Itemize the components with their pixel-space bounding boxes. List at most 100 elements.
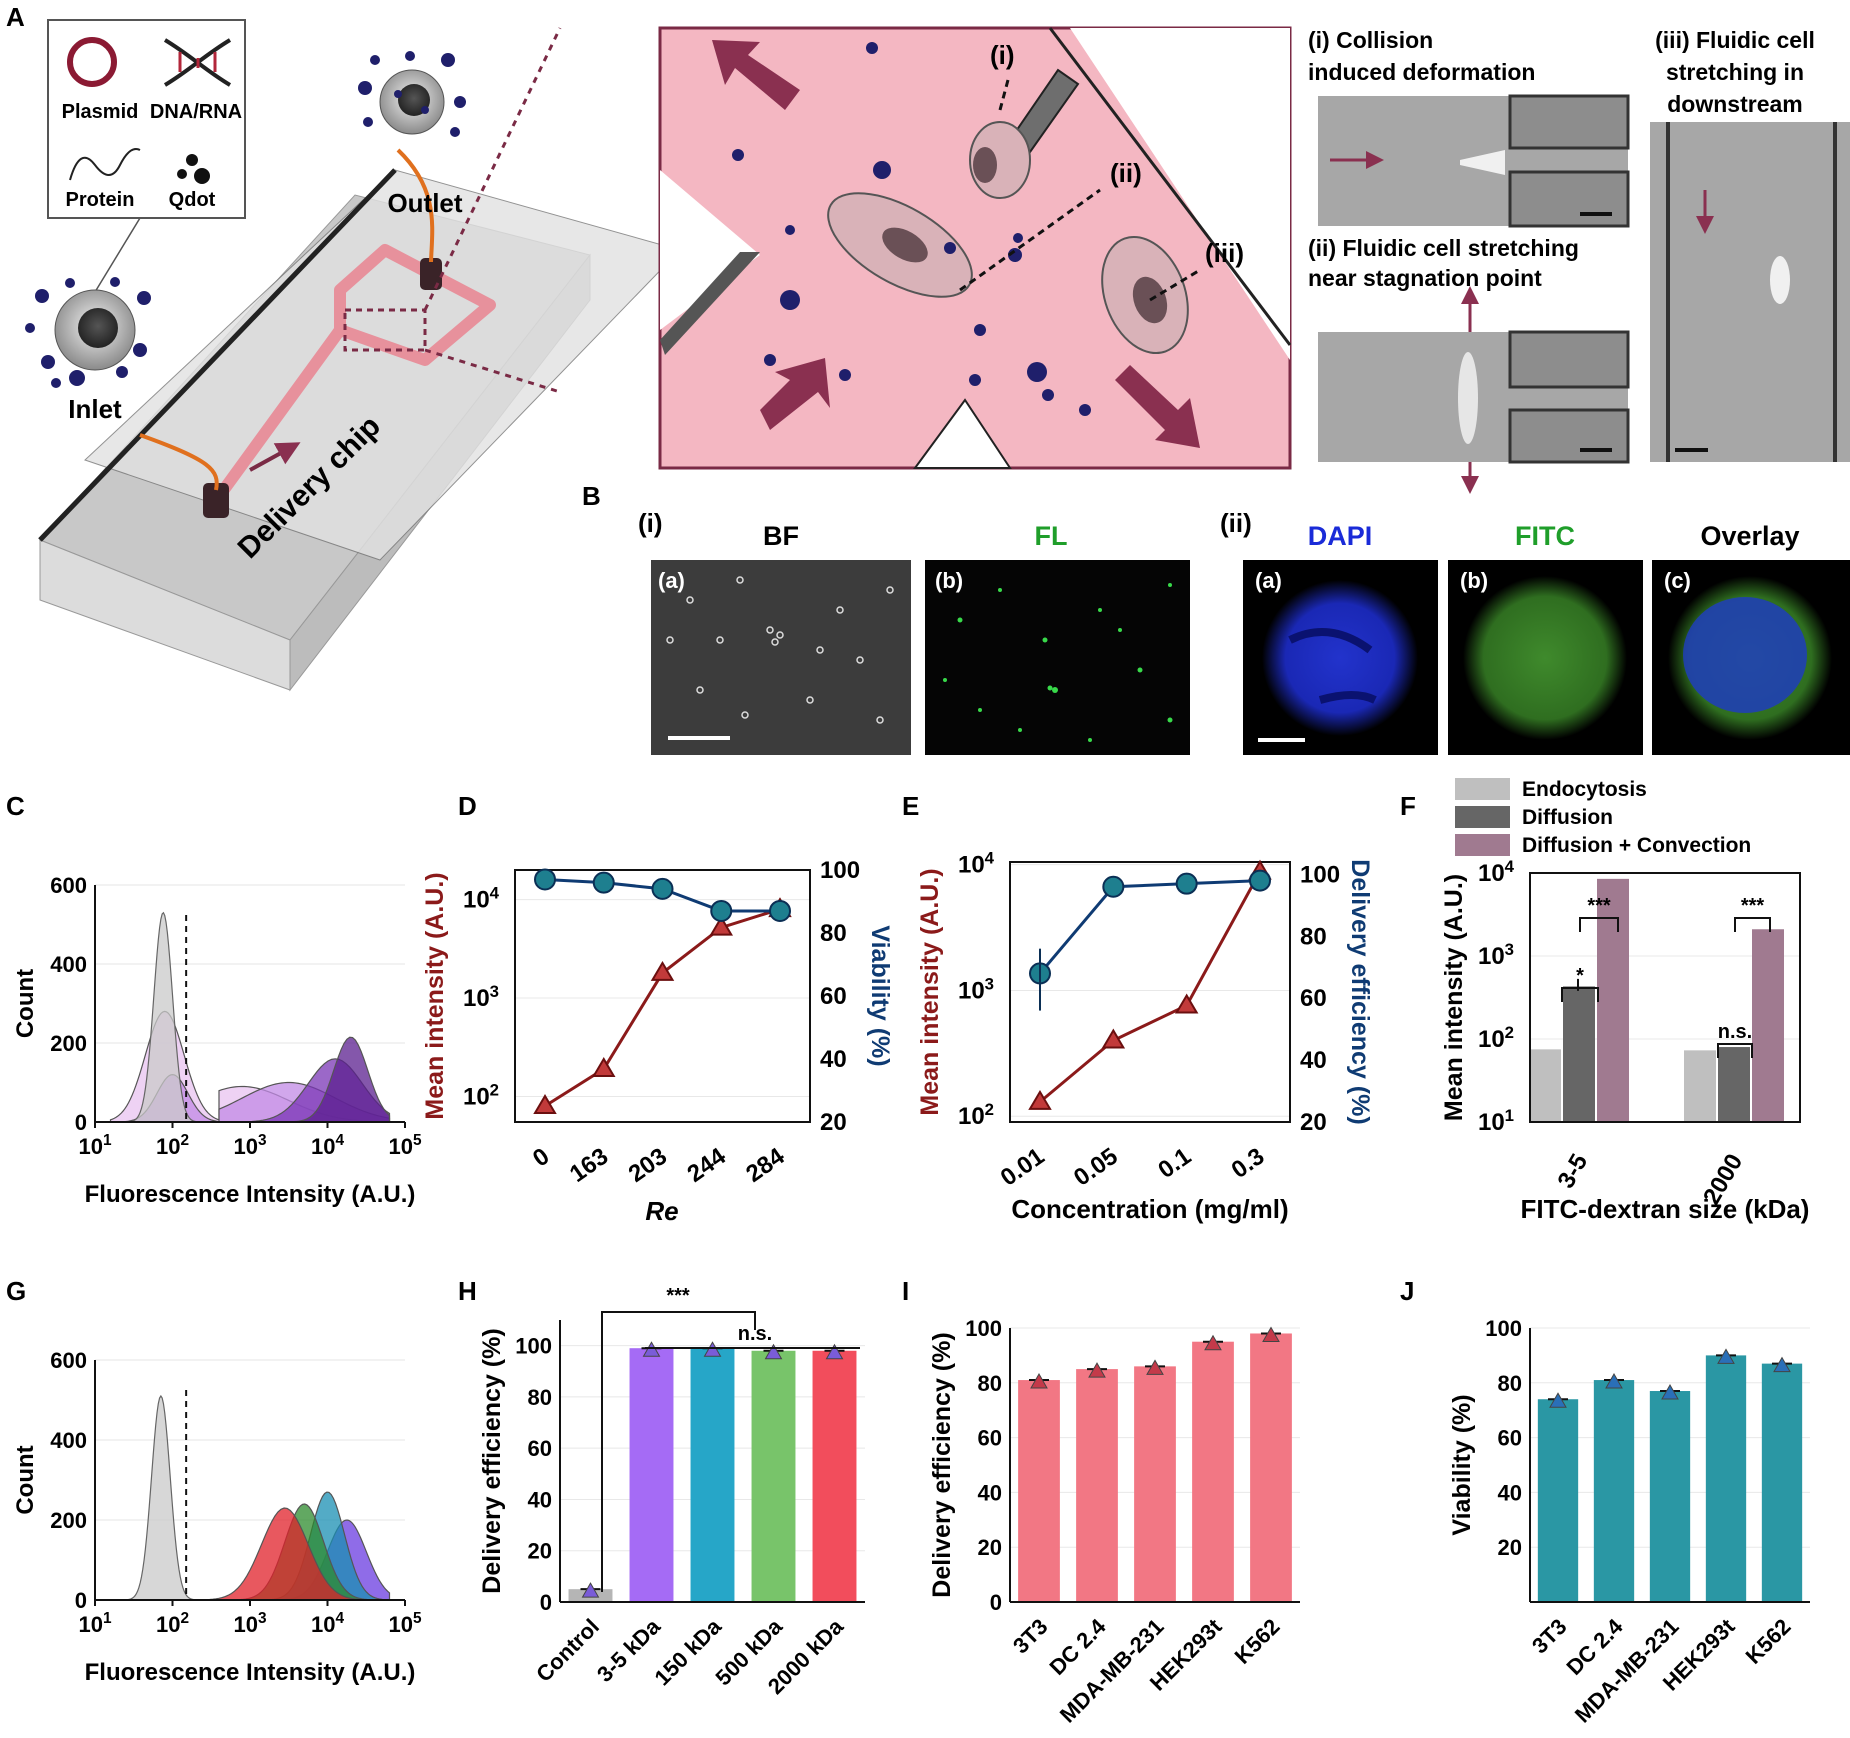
bf-image: [651, 560, 911, 755]
bar-2000-1: [1718, 1047, 1750, 1122]
x-tick-label: 0.01: [996, 1143, 1050, 1192]
y-tick-label: 80: [1498, 1371, 1522, 1396]
intensity-point: [1174, 993, 1199, 1014]
legend-label: Diffusion: [1522, 806, 1613, 829]
x-axis-label: FITC-dextran size (kDa): [1521, 1194, 1810, 1224]
x-tick-label: 103: [233, 1610, 266, 1637]
x-tick-label: 3-5: [1552, 1150, 1593, 1194]
series-line-right: [1038, 879, 1261, 975]
overlay-title: Overlay: [1700, 521, 1799, 551]
x-tick-label: 103: [233, 1132, 266, 1159]
bar-MDA-MB-231: [1134, 1366, 1176, 1602]
outlet-cell-icon: [358, 51, 466, 137]
chart-d: 20 40 60 80 100 0 163 203 244 284 Mean intensity (…: [421, 857, 894, 1226]
x-tick-label: 163: [565, 1143, 613, 1188]
significance-label: *: [1576, 965, 1584, 987]
bf-title: BF: [763, 521, 799, 551]
right-series-point: [592, 871, 615, 894]
legend-swatch: [1455, 834, 1510, 856]
y-tick-label: 0: [990, 1590, 1002, 1615]
y-tick-label: 0: [75, 1588, 87, 1613]
cargo-connector: [94, 217, 141, 293]
b-ii-label: (ii): [1220, 508, 1252, 538]
protein-icon: [69, 148, 141, 181]
plot-frame: [1529, 872, 1801, 1123]
x-axis-label: Re: [645, 1196, 678, 1226]
y-axis-label: Count: [12, 1445, 39, 1514]
x-tick-label: 0.1: [1153, 1143, 1196, 1184]
cargo-dna: DNA/RNA: [150, 101, 242, 123]
y-tick-label: 200: [50, 1031, 87, 1056]
fl-sub-b: (b): [935, 568, 963, 593]
y-left-tick-label: 104: [463, 884, 500, 914]
y-left-axis-label: Mean intensity (A.U.): [421, 872, 449, 1119]
significance-label: n.s.: [738, 1323, 772, 1345]
dapi-image: [1243, 560, 1438, 755]
panel-label-G: G: [6, 1276, 26, 1306]
y-tick-label: 0: [75, 1110, 87, 1135]
x-tick-label: 102: [156, 1610, 189, 1637]
panel-label-J: J: [1400, 1276, 1414, 1306]
bar-DC 2.4: [1076, 1369, 1118, 1602]
b-i-label: (i): [638, 508, 663, 538]
y-left-axis-label: Mean intensity (A.U.): [916, 868, 944, 1115]
data-point: [1717, 1348, 1735, 1364]
mic-iii-title-2: stretching in: [1666, 59, 1804, 85]
intensity-point: [650, 960, 675, 981]
y-right-tick-label: 60: [1300, 985, 1327, 1012]
data-point: [642, 1341, 661, 1357]
y-tick-label: 200: [50, 1508, 87, 1533]
marker-ii: (ii): [1110, 158, 1142, 188]
y-tick-label: 600: [50, 1348, 87, 1373]
data-point: [1204, 1334, 1222, 1351]
plot-frame: [1009, 861, 1291, 1123]
inlet-label: Inlet: [68, 394, 122, 424]
x-tick-label: 101: [78, 1132, 111, 1159]
y-tick-label: 20: [528, 1539, 552, 1564]
y-tick-label: 40: [528, 1487, 552, 1512]
bar-500 kDa: [751, 1350, 796, 1602]
panel-label-E: E: [902, 791, 919, 821]
bar-3T3: [1018, 1380, 1060, 1602]
data-point: [1605, 1373, 1623, 1389]
fitc-title: FITC: [1515, 521, 1575, 551]
x-tick-label: K562: [1741, 1614, 1796, 1669]
y-right-tick-label: 80: [820, 920, 847, 947]
data-point: [581, 1582, 600, 1598]
y-axis-label: Count: [12, 969, 39, 1038]
x-axis-label: Concentration (mg/ml): [1011, 1194, 1288, 1224]
mic-ii-title-1: (ii) Fluidic cell stretching: [1308, 235, 1579, 261]
delivery-chip-illustration: [38, 27, 681, 692]
micrograph-ii: [1318, 286, 1630, 494]
y-right-tick-label: 20: [1300, 1109, 1327, 1136]
y-tick-label: 100: [1485, 1316, 1522, 1341]
panel-label-H: H: [458, 1276, 477, 1306]
bar-HEK293t: [1192, 1341, 1234, 1602]
bar-2000-2: [1752, 929, 1784, 1122]
panel-label-F: F: [1400, 791, 1416, 821]
zoom-channel-illustration: [658, 26, 1292, 470]
bar-3-5-2: [1597, 878, 1629, 1122]
y-right-tick-label: 100: [820, 857, 860, 884]
bar-MDA-MB-231: [1649, 1391, 1691, 1602]
bar-150 kDa: [690, 1348, 735, 1602]
significance-label: ***: [666, 1285, 690, 1307]
significance-bracket: [1561, 987, 1599, 1002]
intensity-point: [1101, 1028, 1126, 1049]
fitc-sub-b: (b): [1460, 568, 1488, 593]
significance-bracket: [1717, 1043, 1753, 1058]
data-point: [703, 1341, 722, 1357]
mic-i-title-1: (i) Collision: [1308, 27, 1433, 53]
mic-iii-title-1: (iii) Fluidic cell: [1655, 27, 1815, 53]
y-tick-label: 40: [1498, 1480, 1522, 1505]
bar-K562: [1761, 1363, 1803, 1602]
dapi-title: DAPI: [1308, 521, 1373, 551]
marker-iii: (iii): [1205, 238, 1244, 268]
y-axis-label: Delivery efficiency (%): [478, 1328, 506, 1593]
right-series-point: [710, 899, 733, 922]
right-series-point: [534, 868, 556, 891]
